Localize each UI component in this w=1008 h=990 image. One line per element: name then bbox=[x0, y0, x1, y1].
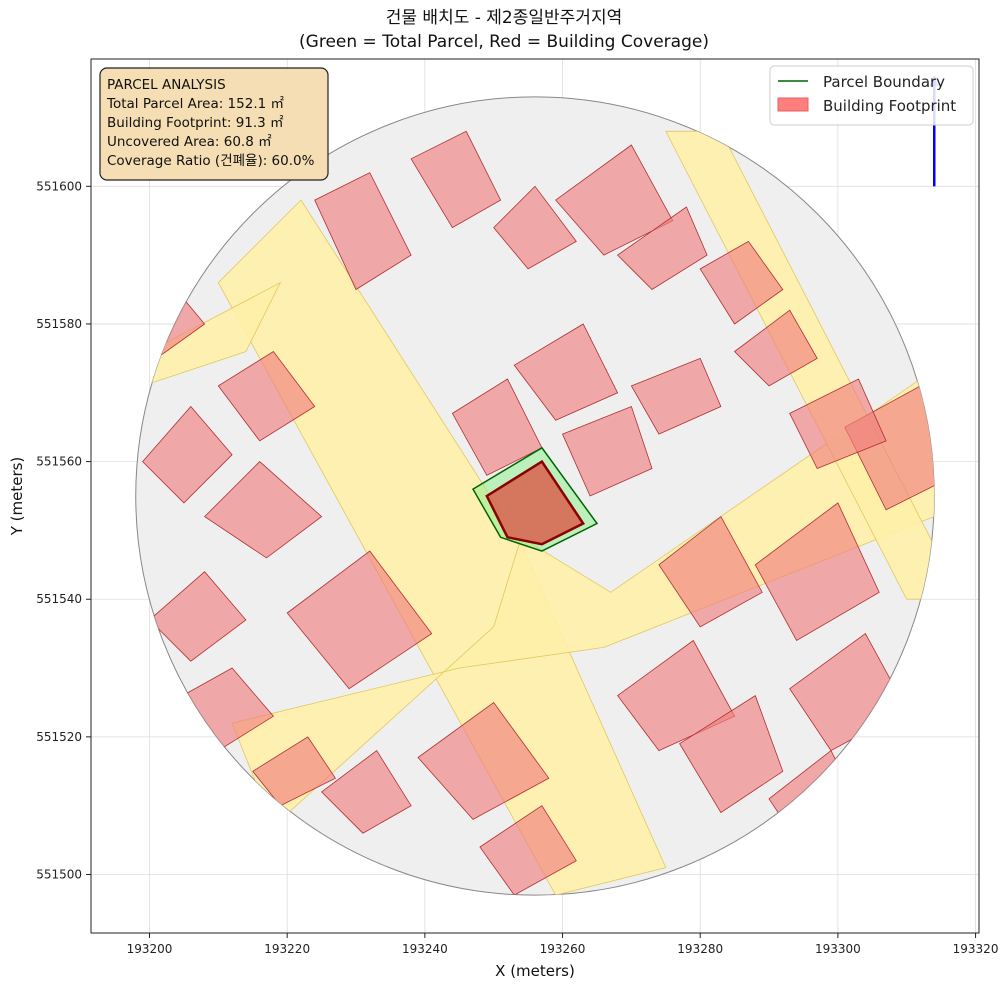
axes-frame bbox=[90, 58, 980, 934]
building-footprint bbox=[203, 461, 323, 559]
x-tick-label: 193200 bbox=[127, 942, 173, 956]
building-footprint bbox=[789, 378, 887, 470]
info-coverage-ratio: Coverage Ratio (건폐율): 60.0% bbox=[107, 153, 315, 169]
info-total-parcel-area: Total Parcel Area: 152.1 ㎡ bbox=[106, 96, 284, 112]
building-footprint bbox=[314, 172, 412, 291]
building-footprint bbox=[320, 750, 412, 834]
legend-building-swatch bbox=[777, 97, 809, 112]
building-footprint bbox=[616, 206, 708, 291]
building-footprint bbox=[217, 350, 316, 442]
target-building-footprint bbox=[485, 459, 586, 546]
legend-parcel-label: Parcel Boundary bbox=[823, 73, 945, 91]
building-footprint bbox=[658, 515, 763, 628]
axis-ticks: 193200 193220 193240 193260 193280 193300 1933… bbox=[36, 179, 998, 956]
y-tick-label: 551600 bbox=[36, 179, 82, 193]
chart-title: 건물 배치도 - 제2종일반주거지역 bbox=[385, 8, 623, 28]
info-box-background bbox=[99, 67, 329, 181]
road-east-west-road bbox=[231, 378, 935, 827]
building-footprint bbox=[561, 405, 653, 497]
building-footprint bbox=[679, 694, 784, 814]
x-tick-label: 193320 bbox=[953, 942, 999, 956]
legend: Parcel Boundary Building Footprint bbox=[769, 65, 974, 126]
building-footprint bbox=[479, 805, 577, 896]
building-footprint bbox=[513, 323, 619, 421]
building-footprint bbox=[286, 550, 433, 690]
info-heading: PARCEL ANALYSIS bbox=[107, 77, 226, 93]
building-footprint bbox=[754, 502, 880, 642]
site-content bbox=[135, 130, 935, 896]
info-uncovered-area: Uncovered Area: 60.8 ㎡ bbox=[107, 134, 272, 150]
building-footprint bbox=[417, 701, 550, 820]
x-axis-label: X (meters) bbox=[495, 962, 575, 980]
y-tick-label: 551540 bbox=[36, 592, 82, 606]
building-footprint bbox=[733, 309, 818, 387]
building-footprint bbox=[252, 736, 336, 807]
info-building-footprint: Building Footprint: 91.3 ㎡ bbox=[107, 115, 284, 131]
building-footprint bbox=[630, 357, 722, 435]
chart-subtitle: (Green = Total Parcel, Red = Building Co… bbox=[299, 32, 709, 52]
x-tick-label: 193260 bbox=[540, 942, 586, 956]
legend-building-label: Building Footprint bbox=[823, 97, 956, 115]
legend-box bbox=[769, 65, 974, 126]
x-tick-label: 193240 bbox=[402, 942, 448, 956]
map-layer bbox=[135, 76, 940, 896]
building-footprint bbox=[699, 240, 784, 325]
y-tick-label: 551520 bbox=[36, 730, 82, 744]
info-box: PARCEL ANALYSIS Total Parcel Area: 152.1… bbox=[99, 67, 329, 181]
x-tick-label: 193220 bbox=[264, 942, 310, 956]
building-footprint bbox=[493, 185, 577, 270]
x-tick-label: 193280 bbox=[677, 942, 723, 956]
y-axis-label: Y (meters) bbox=[8, 457, 26, 537]
y-tick-label: 551580 bbox=[36, 317, 82, 331]
chart-title-block: 건물 배치도 - 제2종일반주거지역 (Green = Total Parcel… bbox=[0, 6, 1008, 54]
building-footprint bbox=[142, 405, 233, 504]
building-footprint bbox=[148, 571, 247, 662]
building-footprint bbox=[410, 130, 502, 229]
y-tick-label: 551500 bbox=[36, 868, 82, 882]
x-tick-label: 193300 bbox=[815, 942, 861, 956]
y-tick-label: 551560 bbox=[36, 455, 82, 469]
